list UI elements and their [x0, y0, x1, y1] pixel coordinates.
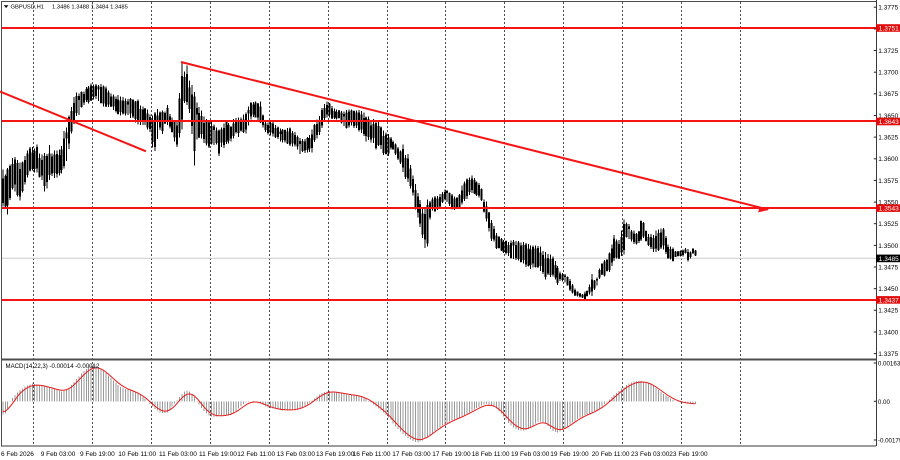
svg-text:13 Feb 03:00: 13 Feb 03:00 [277, 451, 316, 458]
svg-text:MACD(14,22,3) -0.00014 -0.0001: MACD(14,22,3) -0.00014 -0.00012 [6, 363, 100, 370]
svg-text:0.00: 0.00 [878, 399, 891, 406]
svg-text:13 Feb 19:00: 13 Feb 19:00 [316, 451, 355, 458]
svg-text:11 Feb 19:00: 11 Feb 19:00 [199, 451, 237, 458]
svg-text:1.3725: 1.3725 [878, 48, 898, 55]
svg-text:1.3700: 1.3700 [878, 70, 898, 77]
svg-text:16 Feb 11:00: 16 Feb 11:00 [353, 451, 391, 458]
svg-text:6 Feb 2026: 6 Feb 2026 [1, 451, 34, 458]
svg-text:9 Feb 03:00: 9 Feb 03:00 [41, 451, 76, 458]
svg-text:1.3485: 1.3485 [879, 256, 899, 263]
svg-text:20 Feb 11:00: 20 Feb 11:00 [592, 451, 630, 458]
svg-text:1.3437: 1.3437 [879, 297, 899, 304]
svg-text:1.3375: 1.3375 [878, 351, 898, 358]
svg-text:1.3575: 1.3575 [878, 178, 898, 185]
svg-text:1.3650: 1.3650 [878, 113, 898, 120]
svg-text:1.3543: 1.3543 [879, 206, 899, 213]
svg-text:23 Feb 03:00: 23 Feb 03:00 [631, 451, 670, 458]
svg-text:0.00163: 0.00163 [878, 361, 900, 368]
svg-text:1.3525: 1.3525 [878, 221, 898, 228]
svg-text:1.3625: 1.3625 [878, 135, 898, 142]
svg-text:12 Feb 11:00: 12 Feb 11:00 [237, 451, 275, 458]
svg-text:1.3775: 1.3775 [878, 5, 898, 12]
svg-text:1.3450: 1.3450 [878, 286, 898, 293]
svg-text:1.3600: 1.3600 [878, 156, 898, 163]
svg-text:17 Feb 19:00: 17 Feb 19:00 [432, 451, 471, 458]
svg-text:10 Feb 11:00: 10 Feb 11:00 [118, 451, 156, 458]
svg-text:GBPUSD,H1 1.3486 1.3488 1.: GBPUSD,H1 1.3486 1.3488 1.3484 1.3485 [11, 4, 128, 10]
svg-text:19 Feb 19:00: 19 Feb 19:00 [550, 451, 589, 458]
svg-text:1.3550: 1.3550 [878, 200, 898, 207]
svg-text:1.3751: 1.3751 [879, 25, 899, 32]
svg-text:1.3643: 1.3643 [879, 119, 899, 126]
svg-text:1.3475: 1.3475 [878, 264, 898, 271]
svg-text:-0.00179: -0.00179 [878, 438, 900, 445]
svg-text:19 Feb 03:00: 19 Feb 03:00 [511, 451, 550, 458]
svg-text:1.3425: 1.3425 [878, 308, 898, 315]
svg-text:17 Feb 03:00: 17 Feb 03:00 [392, 451, 431, 458]
svg-text:9 Feb 19:00: 9 Feb 19:00 [80, 451, 115, 458]
svg-text:1.3675: 1.3675 [878, 91, 898, 98]
svg-text:1.3400: 1.3400 [878, 329, 898, 336]
svg-text:1.3500: 1.3500 [878, 243, 898, 250]
svg-text:18 Feb 11:00: 18 Feb 11:00 [472, 451, 510, 458]
svg-text:11 Feb 03:00: 11 Feb 03:00 [159, 451, 197, 458]
svg-text:23 Feb 19:00: 23 Feb 19:00 [669, 451, 708, 458]
